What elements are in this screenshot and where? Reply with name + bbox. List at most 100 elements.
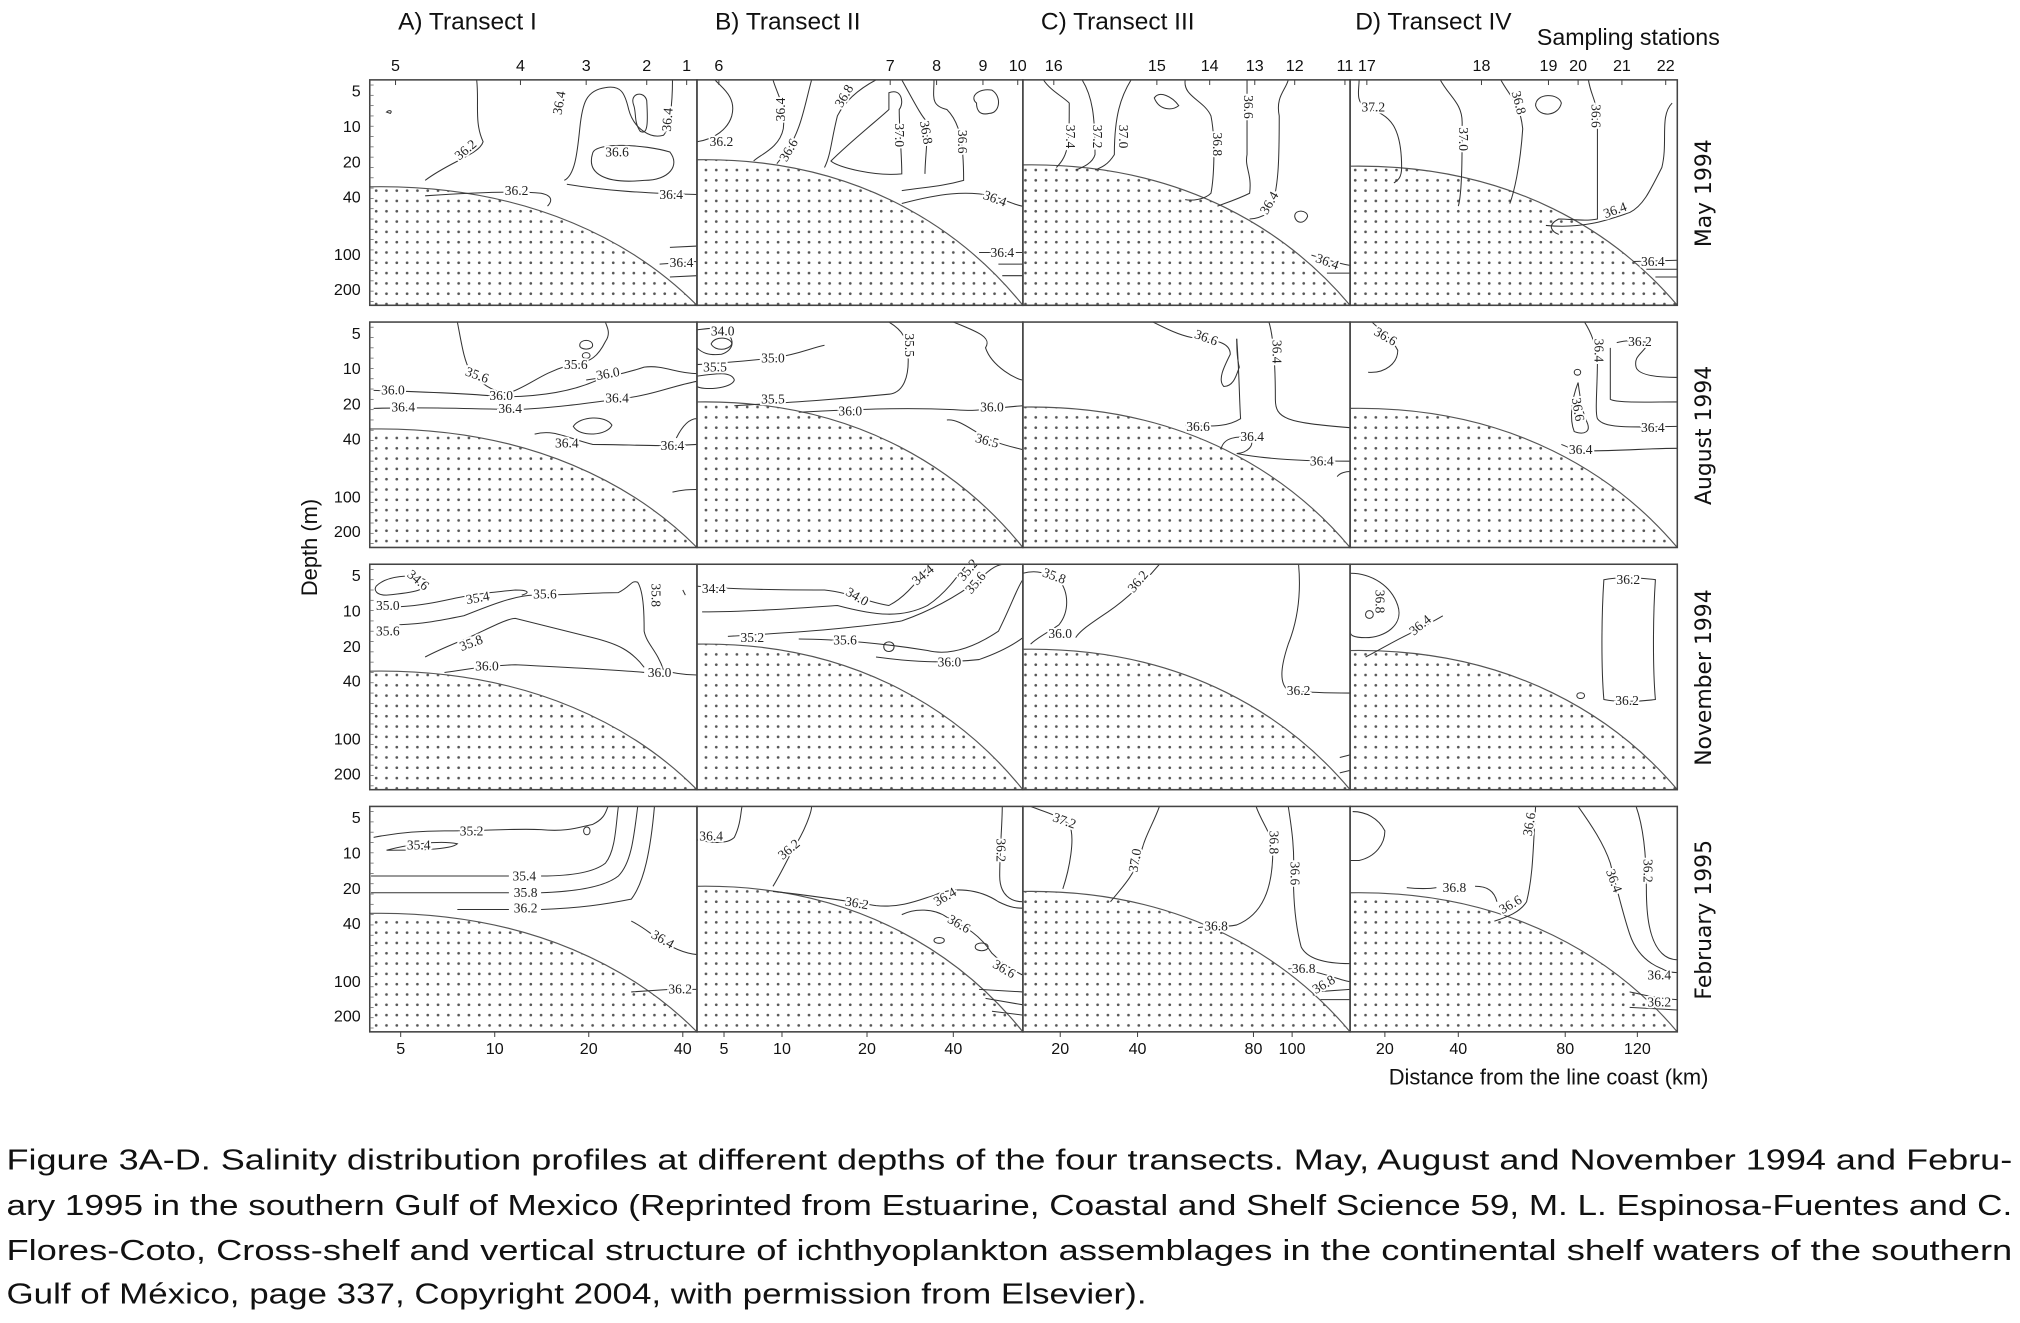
salinity-isoline	[399, 589, 528, 608]
isoline-value-label: 36.4	[670, 255, 694, 270]
salinity-isoline	[1281, 564, 1351, 694]
distance-tick-label: 120	[1624, 1040, 1651, 1058]
sampling-station-number: 9	[978, 57, 987, 75]
isoline-value-label: 36.0	[648, 665, 672, 680]
salinity-isoline	[1368, 322, 1399, 373]
contour-panel-may-1994-transect-b: 36.236.436.636.837.0 36.8 36.636.436.4	[696, 79, 1024, 307]
isoline-value-label: 35.8	[1041, 565, 1069, 587]
depth-tick-label: 10	[343, 845, 361, 863]
isoline-value-label: 35.6	[463, 364, 491, 386]
isoline-value-label: 36.2	[1287, 683, 1311, 698]
sampling-station-number: 14	[1201, 57, 1219, 75]
isoline-value-label: 36.2	[505, 183, 529, 198]
salinity-isoline	[425, 191, 552, 207]
salinity-isoline	[999, 806, 1023, 903]
isoline-value-label: 37.2	[1090, 125, 1105, 149]
salinity-isoline	[669, 245, 697, 248]
salinity-isoline	[1217, 79, 1251, 207]
isoline-value-label: 36.2	[1617, 572, 1641, 587]
sampling-station-number: 10	[1009, 57, 1027, 75]
panel-frame	[1349, 321, 1679, 549]
salinity-isoline	[1629, 991, 1678, 1001]
isoline-value-label: 36.4	[1240, 429, 1264, 444]
isoline-value-label: 36.0	[489, 388, 513, 403]
salinity-isoline	[424, 79, 484, 181]
salinity-isoline	[974, 942, 989, 952]
salinity-isoline	[753, 79, 785, 162]
isoline-value-label: 36.8	[1204, 919, 1228, 934]
isoline-value-label: 35.5	[902, 333, 917, 357]
isoline-value-label: 36.6	[1193, 326, 1221, 348]
distance-tick-label: 20	[580, 1040, 598, 1058]
isoline-value-label: 36.8	[1292, 961, 1316, 976]
panel-grid: 36.4 36.4 36.2 36.6 36.2 36.4 36.4 36.2 36.4 36.6…	[368, 79, 1679, 1033]
salinity-isoline	[373, 375, 606, 398]
isoline-value-label: 36.8	[1372, 590, 1387, 614]
contour-panel-august-1994-transect-a: 35.6 35.6 36.036.0 36.036.4 36.436.436.4 36.4	[368, 321, 698, 549]
salinity-isoline	[702, 564, 967, 615]
isoline-value-label: 36.5	[974, 430, 1001, 451]
sampling-station-number: 4	[516, 57, 525, 75]
salinity-isoline	[373, 806, 609, 838]
salinity-isoline	[456, 322, 609, 394]
month-label-february-1995: February 1995	[1692, 840, 1717, 1000]
isoline-value-label: 36.2	[1628, 334, 1652, 349]
sampling-station-number: 13	[1246, 57, 1264, 75]
isoline-value-label: 35.8	[514, 885, 538, 900]
depth-tick-label: 100	[334, 731, 361, 749]
salinity-isoline	[1339, 754, 1351, 758]
isoline-value-label: 36.8	[1443, 880, 1467, 895]
salinity-isoline	[1635, 806, 1678, 961]
transect-title-b: B) Transect II	[715, 9, 861, 36]
salinity-isoline	[1357, 79, 1403, 184]
depth-tick-label: 5	[352, 809, 361, 827]
isoline-value-label: 36.4	[931, 884, 959, 909]
isoline-value-label: 36.6	[1372, 324, 1400, 349]
isoline-value-label: 36.2	[1124, 567, 1151, 595]
isoline-value-label: 36.4	[550, 90, 569, 116]
isoline-value-label: 35.6	[833, 633, 857, 648]
sampling-station-number: 5	[391, 57, 400, 75]
contour-panel-november-1994-transect-c: 35.8 36.2 36.0 36.2	[1022, 563, 1351, 791]
distance-tick-label: 20	[858, 1040, 876, 1058]
salinity-isoline	[590, 144, 675, 182]
salinity-isoline	[1561, 443, 1678, 453]
salinity-isoline	[696, 79, 734, 143]
isoline-value-label: 36.8	[1509, 89, 1530, 116]
sampling-station-number: 22	[1657, 57, 1675, 75]
distance-axis-label: Distance from the line coast (km)	[1389, 1065, 1709, 1090]
isoline-value-label: 35.4	[513, 868, 537, 883]
isoline-value-label: 35.6	[376, 624, 400, 639]
isoline-value-label: 36.6	[990, 956, 1018, 981]
caption-line: ary 1995 in the southern Gulf of Mexico …	[6, 1190, 2012, 1222]
contour-panel-august-1994-transect-b: 34.0 35.5 35.0 35.5 35.5 36.0 36.0 36.5	[696, 321, 1024, 549]
isoline-value-label: 37.2	[1361, 99, 1385, 114]
isoline-value-label: 36.8	[1267, 831, 1282, 855]
distance-tick-label: 10	[773, 1040, 791, 1058]
isoline-value-label: 36.4	[773, 97, 788, 121]
salinity-isoline	[772, 806, 813, 887]
salinity-isoline	[985, 997, 1023, 1006]
sampling-station-number: 12	[1286, 57, 1304, 75]
depth-tick-label: 10	[343, 602, 361, 620]
transect-title-c: C) Transect III	[1041, 9, 1195, 36]
sampling-station-number: 18	[1473, 57, 1491, 75]
salinity-isoline	[1535, 95, 1562, 115]
depth-tick-label: 100	[334, 488, 361, 506]
salinity-isoline	[1570, 382, 1589, 434]
sampling-station-number: 7	[886, 57, 895, 75]
depth-tick-label: 5	[352, 83, 361, 101]
salinity-isoline	[1350, 572, 1400, 639]
isoline-value-label: 36.4	[1406, 612, 1434, 639]
salinity-isoline	[776, 79, 813, 164]
caption-line: Flores-Coto, Cross-shelf and vertical st…	[6, 1235, 2012, 1267]
distance-tick-label: 40	[1449, 1040, 1467, 1058]
depth-tick-label: 40	[343, 673, 361, 691]
isoline-value-label: 36.2	[710, 134, 734, 149]
contour-panel-november-1994-transect-d: 36.8 36.4 36.2 36.2	[1349, 563, 1679, 791]
distance-tick-label: 10	[486, 1040, 504, 1058]
distance-tick-label: 80	[1556, 1040, 1574, 1058]
contour-panel-august-1994-transect-d: 36.6 36.4 36.2 36.6 36.4 36.4	[1349, 321, 1679, 549]
continental-shelf-seafloor	[369, 186, 697, 306]
isoline-value-label: 36.6	[1287, 862, 1302, 886]
